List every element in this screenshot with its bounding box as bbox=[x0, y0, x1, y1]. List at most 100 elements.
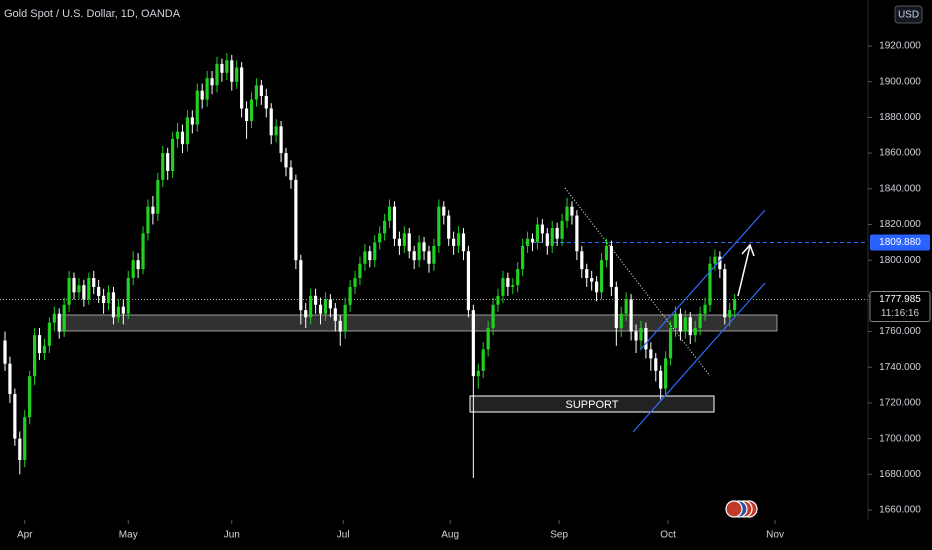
candle-body bbox=[8, 363, 12, 395]
candle-body bbox=[244, 108, 249, 121]
arrow bbox=[737, 245, 751, 297]
candle-body bbox=[77, 285, 81, 293]
candle-body bbox=[664, 358, 668, 389]
candle-body bbox=[175, 131, 180, 139]
candle-body bbox=[111, 292, 116, 318]
candle-body bbox=[328, 299, 332, 309]
candle-body bbox=[3, 340, 7, 364]
level-label: 1809.880 bbox=[879, 237, 921, 248]
x-tick-label: Jun bbox=[224, 530, 240, 541]
support-label: SUPPORT bbox=[566, 399, 619, 411]
candle-body bbox=[619, 313, 623, 328]
candle-body bbox=[82, 285, 86, 300]
candle-body bbox=[412, 251, 416, 261]
candle-body bbox=[126, 278, 130, 314]
candle-body bbox=[353, 278, 357, 287]
price-axis bbox=[868, 0, 932, 550]
candle-body bbox=[185, 117, 190, 145]
trend-line bbox=[564, 187, 711, 377]
candle-body bbox=[97, 286, 101, 296]
candle-body bbox=[506, 278, 510, 287]
candle-body bbox=[210, 78, 214, 86]
candle-body bbox=[141, 233, 145, 270]
candle-body bbox=[604, 245, 609, 261]
candle-body bbox=[363, 251, 367, 264]
last-price-box bbox=[869, 290, 931, 322]
candle-body bbox=[28, 376, 32, 418]
candle-body bbox=[166, 153, 170, 171]
candle-body bbox=[540, 224, 544, 234]
candle-body bbox=[42, 345, 47, 353]
candle-body bbox=[318, 304, 323, 314]
y-tick-label: 1820.000 bbox=[879, 219, 921, 230]
chart-title: Gold Spot / U.S. Dollar, 1D, OANDA bbox=[4, 8, 181, 20]
candle-body bbox=[264, 96, 268, 109]
candle-body bbox=[516, 269, 520, 286]
candle-body bbox=[259, 85, 263, 97]
candle-body bbox=[62, 304, 66, 332]
y-tick-label: 1680.000 bbox=[879, 469, 921, 480]
candle-body bbox=[733, 299, 737, 311]
candle-body bbox=[230, 60, 234, 82]
candle-body bbox=[358, 263, 362, 279]
last-price-label: 1777.985 bbox=[879, 294, 921, 305]
y-tick-label: 1800.000 bbox=[879, 255, 921, 266]
candle-body bbox=[585, 269, 589, 279]
candle-body bbox=[269, 108, 273, 136]
candle-body bbox=[668, 327, 673, 359]
currency[interactable]: USD bbox=[898, 10, 919, 21]
candles bbox=[3, 53, 737, 478]
candle-body bbox=[570, 206, 574, 216]
candle-body bbox=[639, 327, 643, 341]
y-tick-label: 1900.000 bbox=[879, 76, 921, 87]
candle-body bbox=[580, 251, 584, 270]
candle-body bbox=[402, 233, 406, 246]
x-tick-label: Apr bbox=[17, 530, 33, 541]
candle-body bbox=[225, 60, 229, 73]
candle-body bbox=[304, 310, 308, 318]
x-tick-label: Nov bbox=[766, 530, 784, 541]
candle-body bbox=[378, 233, 382, 243]
candle-body bbox=[708, 263, 712, 305]
x-tick-label: May bbox=[119, 530, 138, 541]
candle-body bbox=[649, 349, 653, 359]
y-tick-label: 1720.000 bbox=[879, 398, 921, 409]
channel-upper bbox=[639, 209, 766, 351]
y-tick-label: 1740.000 bbox=[879, 362, 921, 373]
currency-button[interactable] bbox=[894, 5, 923, 24]
y-tick-label: 1880.000 bbox=[879, 112, 921, 123]
candle-body bbox=[279, 126, 283, 154]
candle-body bbox=[151, 206, 155, 214]
candle-body bbox=[23, 417, 27, 461]
candle-body bbox=[136, 260, 140, 270]
y-tick-label: 1920.000 bbox=[879, 41, 921, 52]
candle-body bbox=[688, 317, 692, 336]
y-tick-label: 1760.000 bbox=[879, 326, 921, 337]
candle-body bbox=[220, 63, 224, 73]
candle-body bbox=[476, 370, 480, 377]
candle-body bbox=[530, 238, 535, 243]
candle-body bbox=[723, 269, 727, 318]
candle-body bbox=[240, 67, 244, 109]
candle-body bbox=[343, 304, 347, 332]
candle-body bbox=[491, 304, 495, 328]
candle-body bbox=[171, 138, 175, 171]
candle-body bbox=[368, 251, 372, 261]
candle-body bbox=[383, 220, 387, 234]
candle-body bbox=[161, 153, 165, 180]
countdown: 11:16:16 bbox=[881, 308, 920, 319]
candle-body bbox=[521, 245, 525, 270]
candle-body bbox=[313, 295, 318, 305]
candle-body bbox=[644, 327, 648, 350]
candle-body bbox=[47, 322, 51, 346]
candle-body bbox=[481, 349, 485, 371]
candle-body bbox=[333, 308, 337, 321]
y-tick-label: 1700.000 bbox=[879, 433, 921, 444]
candle-body bbox=[466, 251, 471, 311]
candle-body bbox=[486, 327, 490, 350]
candle-body bbox=[654, 358, 658, 371]
candle-body bbox=[106, 292, 111, 304]
candle-body bbox=[461, 233, 466, 252]
candle-body bbox=[614, 286, 618, 328]
